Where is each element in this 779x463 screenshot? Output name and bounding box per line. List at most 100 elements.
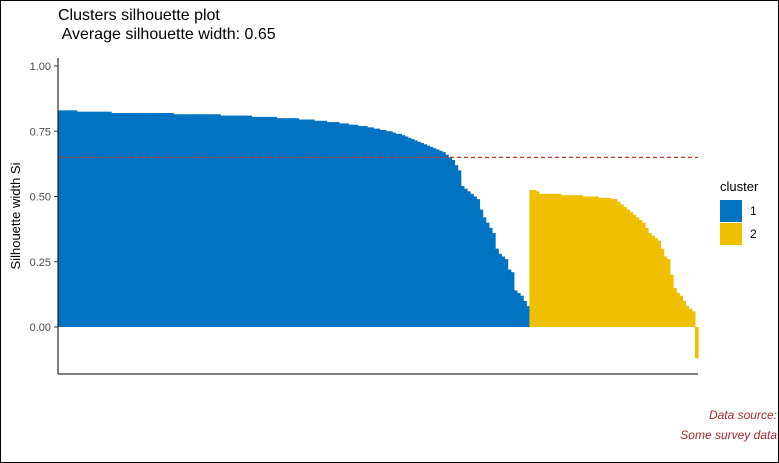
silhouette-bar-cluster-1 — [516, 293, 521, 327]
silhouette-bar-cluster-1 — [345, 123, 349, 327]
silhouette-bar-cluster-1 — [117, 112, 122, 327]
silhouette-bar-cluster-1 — [264, 116, 268, 327]
silhouette-bar-cluster-2 — [604, 197, 609, 327]
silhouette-bar-cluster-2 — [676, 293, 680, 327]
silhouette-bar-cluster-1 — [282, 118, 287, 327]
silhouette-bar-cluster-2 — [594, 196, 599, 327]
silhouette-bar-cluster-1 — [170, 112, 175, 327]
silhouette-bar-cluster-1 — [495, 248, 499, 327]
silhouette-bar-cluster-2 — [576, 195, 580, 327]
silhouette-bar-cluster-2 — [545, 193, 549, 327]
silhouette-bar-cluster-1 — [139, 112, 143, 327]
silhouette-bar-cluster-1 — [463, 188, 468, 327]
silhouette-bar-cluster-2 — [541, 193, 546, 327]
silhouette-bar-cluster-1 — [260, 116, 265, 327]
y-tick-label: 0.00 — [30, 322, 51, 334]
silhouette-bar-cluster-1 — [251, 116, 256, 327]
legend-swatch-1 — [720, 199, 742, 222]
silhouette-bar-cluster-1 — [229, 115, 234, 327]
silhouette-bar-cluster-1 — [195, 114, 200, 327]
silhouette-bar-cluster-2 — [557, 193, 562, 327]
silhouette-bar-cluster-1 — [107, 111, 112, 328]
silhouette-bar-cluster-1 — [142, 112, 147, 327]
silhouette-bar-cluster-1 — [438, 150, 443, 327]
silhouette-bar-cluster-2 — [579, 195, 584, 327]
silhouette-bar-cluster-1 — [329, 122, 334, 327]
silhouette-bar-cluster-1 — [157, 112, 162, 327]
y-tick-label: 1.00 — [30, 61, 51, 73]
silhouette-bar-cluster-1 — [373, 128, 378, 327]
silhouette-bar-cluster-1 — [348, 124, 353, 327]
y-axis-title: Silhouette width Si — [8, 162, 23, 269]
silhouette-bar-cluster-2 — [538, 193, 543, 327]
silhouette-bar-cluster-1 — [273, 116, 278, 327]
silhouette-bar-cluster-1 — [248, 115, 253, 327]
silhouette-bar-cluster-2 — [632, 214, 637, 327]
silhouette-bar-cluster-1 — [82, 111, 87, 328]
silhouette-bar-cluster-1 — [86, 111, 90, 328]
silhouette-bar-cluster-2 — [548, 193, 552, 327]
silhouette-bar-cluster-2 — [532, 189, 537, 327]
silhouette-bar-cluster-2 — [644, 227, 649, 327]
silhouette-bar-cluster-1 — [267, 116, 271, 327]
legend-title: cluster — [720, 179, 759, 194]
silhouette-bar-cluster-1 — [179, 114, 184, 327]
silhouette-bar-cluster-1 — [136, 112, 140, 327]
silhouette-bar-cluster-2 — [601, 197, 605, 327]
silhouette-bar-cluster-2 — [613, 199, 618, 327]
silhouette-bar-cluster-1 — [451, 159, 456, 327]
silhouette-bar-cluster-1 — [298, 119, 303, 327]
silhouette-bar-cluster-1 — [460, 186, 465, 327]
silhouette-bar-cluster-1 — [220, 115, 225, 327]
silhouette-bar-cluster-1 — [64, 110, 68, 328]
silhouette-bar-cluster-2 — [563, 195, 568, 327]
silhouette-bar-cluster-2 — [641, 222, 646, 327]
silhouette-bar-cluster-1 — [510, 272, 515, 327]
silhouette-bar-cluster-1 — [357, 126, 362, 327]
silhouette-bar-cluster-1 — [395, 133, 399, 327]
silhouette-bar-cluster-1 — [92, 111, 97, 328]
silhouette-bar-cluster-1 — [226, 115, 231, 327]
silhouette-bar-cluster-1 — [70, 110, 75, 328]
silhouette-bar-cluster-2 — [623, 206, 627, 327]
silhouette-bar-cluster-1 — [223, 115, 228, 327]
silhouette-bar-cluster-2 — [694, 327, 699, 359]
silhouette-bar-cluster-1 — [482, 217, 487, 327]
silhouette-bar-cluster-1 — [204, 114, 209, 327]
silhouette-bar-cluster-2 — [679, 295, 683, 327]
silhouette-bar-cluster-1 — [129, 112, 134, 327]
silhouette-bar-cluster-1 — [235, 115, 240, 327]
silhouette-bar-cluster-1 — [186, 114, 190, 327]
silhouette-bar-cluster-1 — [388, 131, 393, 327]
silhouette-bar-cluster-1 — [161, 112, 165, 327]
silhouette-bar-cluster-1 — [310, 119, 315, 327]
silhouette-bar-cluster-2 — [673, 287, 677, 327]
silhouette-bar-cluster-1 — [526, 306, 531, 327]
silhouette-bar-cluster-1 — [363, 126, 368, 327]
silhouette-bar-cluster-2 — [598, 197, 602, 327]
silhouette-bar-cluster-1 — [270, 116, 275, 327]
silhouette-bar-cluster-1 — [114, 112, 118, 327]
legend-label-1: 1 — [750, 203, 757, 218]
silhouette-bar-cluster-2 — [570, 195, 574, 327]
silhouette-bar-cluster-1 — [239, 115, 243, 327]
y-tick-label: 0.75 — [30, 126, 51, 138]
silhouette-bar-cluster-1 — [445, 154, 449, 327]
silhouette-bar-cluster-1 — [385, 131, 390, 327]
silhouette-bar-cluster-1 — [98, 111, 103, 328]
silhouette-bar-cluster-2 — [619, 204, 624, 327]
silhouette-bar-cluster-2 — [560, 195, 565, 327]
silhouette-bar-cluster-1 — [398, 133, 403, 327]
chart-subtitle: Average silhouette width: 0.65 — [58, 26, 276, 43]
silhouette-bar-cluster-1 — [370, 127, 374, 327]
silhouette-bar-cluster-2 — [660, 248, 665, 327]
silhouette-bar-cluster-1 — [338, 123, 343, 327]
silhouette-bar-cluster-1 — [67, 110, 72, 328]
silhouette-bar-cluster-1 — [382, 129, 387, 327]
silhouette-bar-cluster-1 — [173, 114, 178, 327]
silhouette-bar-cluster-1 — [323, 120, 328, 327]
silhouette-bar-cluster-2 — [654, 238, 659, 327]
silhouette-bar-cluster-1 — [292, 118, 296, 327]
silhouette-bar-cluster-1 — [379, 129, 384, 327]
